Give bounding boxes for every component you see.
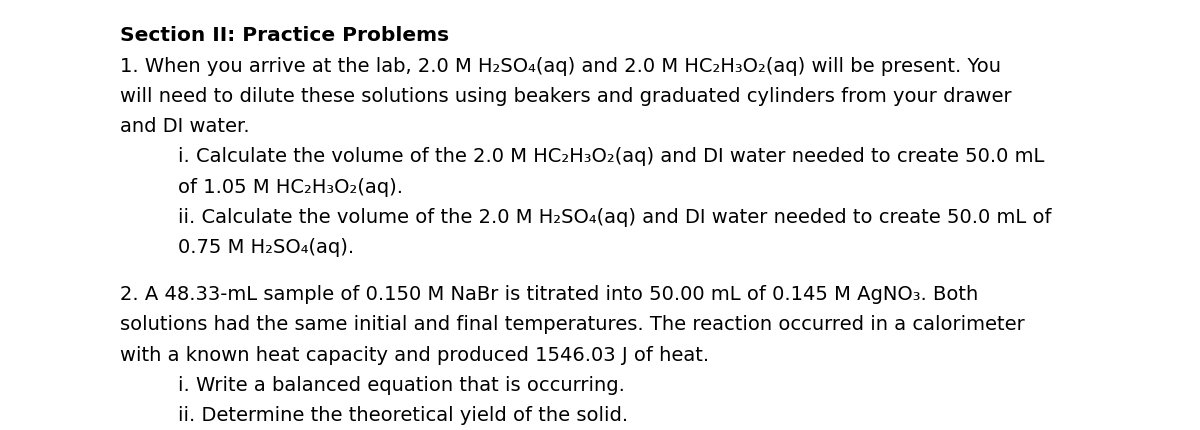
- Text: of 1.05 M HC₂H₃O₂(aq).: of 1.05 M HC₂H₃O₂(aq).: [178, 177, 403, 196]
- Text: i. Write a balanced equation that is occurring.: i. Write a balanced equation that is occ…: [178, 375, 624, 394]
- Text: 1. When you arrive at the lab, 2.0 M H₂SO₄(aq) and 2.0 M HC₂H₃O₂(aq) will be pre: 1. When you arrive at the lab, 2.0 M H₂S…: [120, 57, 1001, 76]
- Text: Section II: Practice Problems: Section II: Practice Problems: [120, 26, 449, 45]
- Text: ii. Calculate the volume of the 2.0 M H₂SO₄(aq) and DI water needed to create 50: ii. Calculate the volume of the 2.0 M H₂…: [178, 207, 1051, 226]
- Text: solutions had the same initial and final temperatures. The reaction occurred in : solutions had the same initial and final…: [120, 315, 1025, 334]
- Text: will need to dilute these solutions using beakers and graduated cylinders from y: will need to dilute these solutions usin…: [120, 87, 1012, 106]
- Text: 2. A 48.33-mL sample of 0.150 M NaBr is titrated into 50.00 mL of 0.145 M AgNO₃.: 2. A 48.33-mL sample of 0.150 M NaBr is …: [120, 285, 978, 304]
- Text: ii. Determine the theoretical yield of the solid.: ii. Determine the theoretical yield of t…: [178, 405, 628, 424]
- Text: and DI water.: and DI water.: [120, 117, 250, 136]
- Text: with a known heat capacity and produced 1546.03 J of heat.: with a known heat capacity and produced …: [120, 345, 709, 364]
- Text: i. Calculate the volume of the 2.0 M HC₂H₃O₂(aq) and DI water needed to create 5: i. Calculate the volume of the 2.0 M HC₂…: [178, 147, 1044, 166]
- Text: 0.75 M H₂SO₄(aq).: 0.75 M H₂SO₄(aq).: [178, 237, 354, 256]
